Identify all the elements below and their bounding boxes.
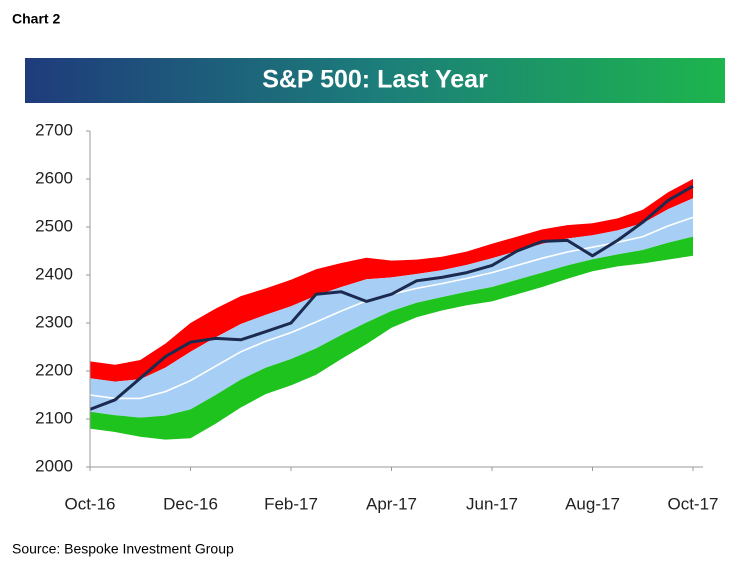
y-tick-label: 2700 [35,120,73,139]
x-tick-label: Feb-17 [264,494,318,513]
y-tick-label: 2300 [35,312,73,331]
title-banner [25,58,725,103]
plot-area: 2000 2100 2200 2300 2400 2500 2600 2700 Oct-16 De… [35,120,718,513]
band-area [90,236,693,440]
x-tick-label: Dec-16 [163,494,218,513]
x-tick-label: Oct-17 [667,494,718,513]
series-line [89,184,694,411]
chart-label: Chart 2 [12,11,60,27]
x-tick-label: Aug-17 [565,494,620,513]
x-tick-label: Apr-17 [366,494,417,513]
source-note: Source: Bespoke Investment Group [12,541,234,557]
x-tick-label: Jun-17 [466,494,518,513]
band-area [90,179,693,382]
y-tick-label: 2200 [35,360,73,379]
band-area [90,198,693,418]
y-tick-label: 2600 [35,168,73,187]
y-tick-label: 2500 [35,216,73,235]
x-tick-label: Oct-16 [64,494,115,513]
y-tick-label: 2400 [35,264,73,283]
y-tick-label: 2100 [35,408,73,427]
chart-title: S&P 500: Last Year [262,66,488,94]
y-tick-label: 2000 [35,456,73,475]
